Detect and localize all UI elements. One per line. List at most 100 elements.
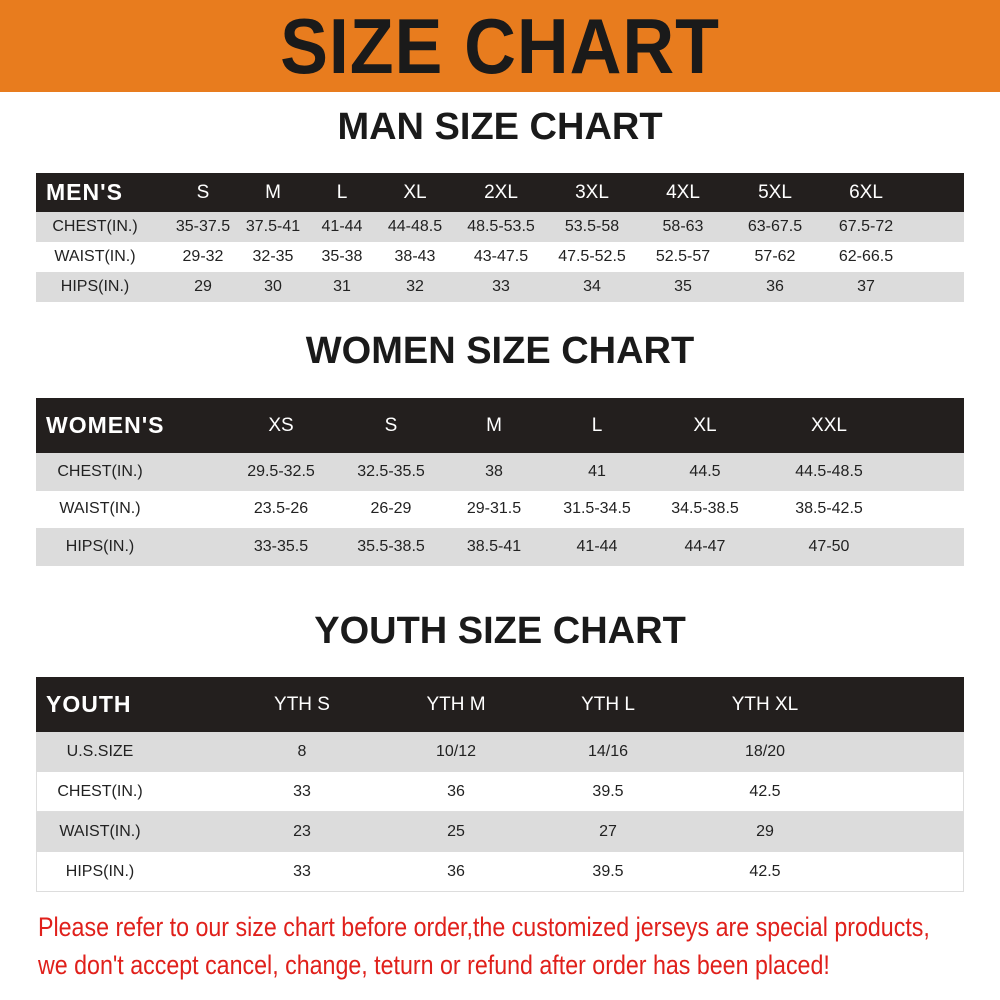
page-title: SIZE CHART — [280, 2, 720, 90]
table-row: HIPS(IN.) 33 36 39.5 42.5 — [36, 852, 964, 892]
table-cell: 38-43 — [394, 248, 436, 265]
size-header: L — [591, 414, 603, 436]
youth-title: YOUTH SIZE CHART — [314, 610, 686, 652]
table-cell: 44-47 — [684, 537, 726, 555]
size-header: XL — [693, 414, 717, 436]
size-header: 3XL — [575, 181, 609, 203]
table-cell: 23.5-26 — [253, 500, 309, 518]
size-header: XL — [403, 181, 427, 203]
size-header: 2XL — [484, 181, 518, 203]
table-cell: 33-35.5 — [253, 537, 309, 555]
table-cell: 44-48.5 — [387, 218, 443, 235]
table-cell: 27 — [599, 823, 617, 840]
table-cell: 35-38 — [321, 248, 363, 265]
table-cell: 33 — [293, 783, 311, 800]
table-cell: 33 — [492, 278, 510, 295]
table-cell: 32 — [406, 278, 424, 295]
table-cell: 48.5-53.5 — [467, 218, 535, 235]
table-cell: 53.5-58 — [564, 218, 620, 235]
table-cell: 37 — [857, 278, 875, 295]
table-cell: 67.5-72 — [838, 218, 894, 235]
row-label: CHEST(IN.) — [57, 783, 143, 800]
header-row: WOMEN'S XS S M L XL XXL — [36, 398, 964, 453]
table-cell: 31 — [333, 278, 351, 295]
table-cell: 29 — [194, 278, 212, 295]
table-cell: 23 — [293, 823, 311, 840]
table-row: HIPS(IN.) 29 30 31 32 33 34 35 36 37 — [36, 272, 964, 302]
row-label: WAIST(IN.) — [59, 823, 141, 840]
table-cell: 29-32 — [182, 248, 224, 265]
table-row: U.S.SIZE 8 10/12 14/16 18/20 — [36, 732, 964, 772]
row-label: WAIST(IN.) — [54, 248, 136, 265]
table-cell: 37.5-41 — [245, 218, 301, 235]
table-cell: 34.5-38.5 — [671, 500, 739, 518]
women-title: WOMEN SIZE CHART — [305, 330, 695, 372]
table-cell: 44.5 — [689, 462, 721, 480]
table-row: WAIST(IN.) 23 25 27 29 — [36, 812, 964, 852]
size-header: YTH XL — [731, 693, 799, 715]
size-header: S — [384, 414, 398, 436]
table-cell: 36 — [766, 278, 784, 295]
table-cell: 29.5-32.5 — [247, 462, 315, 480]
row-label: HIPS(IN.) — [60, 278, 130, 295]
table-cell: 39.5 — [592, 783, 624, 800]
table-cell: 26-29 — [370, 500, 412, 518]
table-cell: 57-62 — [754, 248, 796, 265]
size-header: 5XL — [758, 181, 792, 203]
table-header-label: YOUTH — [46, 691, 132, 717]
table-cell: 63-67.5 — [747, 218, 803, 235]
size-header: XXL — [811, 414, 847, 436]
table-header-label: WOMEN'S — [46, 412, 165, 438]
table-cell: 38.5-42.5 — [795, 500, 863, 518]
row-label: U.S.SIZE — [66, 743, 134, 760]
table-row: CHEST(IN.) 29.5-32.5 32.5-35.5 38 41 44.5 44.5… — [36, 453, 964, 491]
table-cell: 41-44 — [576, 537, 618, 555]
table-cell: 29 — [756, 823, 774, 840]
size-header: M — [486, 414, 502, 436]
size-header: 6XL — [849, 181, 883, 203]
size-header: YTH S — [274, 693, 330, 715]
size-header: M — [265, 181, 281, 203]
table-cell: 10/12 — [435, 743, 477, 760]
table-cell: 42.5 — [749, 863, 781, 880]
table-cell: 47-50 — [808, 537, 850, 555]
size-header: 4XL — [666, 181, 700, 203]
row-label: HIPS(IN.) — [65, 863, 135, 880]
table-cell: 41 — [588, 462, 606, 480]
table-cell: 38.5-41 — [466, 537, 522, 555]
table-cell: 32-35 — [252, 248, 294, 265]
row-label: CHEST(IN.) — [52, 218, 138, 235]
table-cell: 47.5-52.5 — [558, 248, 626, 265]
table-row: HIPS(IN.) 33-35.5 35.5-38.5 38.5-41 41-44 44-… — [36, 528, 964, 566]
title-banner: SIZE CHART — [0, 0, 1000, 92]
table-cell: 25 — [447, 823, 465, 840]
table-cell: 33 — [293, 863, 311, 880]
table-cell: 52.5-57 — [655, 248, 711, 265]
header-row: YOUTH YTH S YTH M YTH L YTH XL — [36, 677, 964, 732]
notice-line-1: Please refer to our size chart before or… — [38, 912, 930, 942]
table-cell: 8 — [297, 743, 307, 760]
table-cell: 14/16 — [587, 743, 629, 760]
size-header: XS — [268, 414, 294, 436]
notice-line-2: we don't accept cancel, change, teturn o… — [38, 950, 830, 980]
table-cell: 31.5-34.5 — [563, 500, 631, 518]
size-header: YTH M — [426, 693, 486, 715]
table-row: WAIST(IN.) 29-32 32-35 35-38 38-43 43-47.5 47.… — [36, 242, 964, 272]
table-cell: 29-31.5 — [466, 500, 522, 518]
table-header-label: MEN'S — [46, 179, 123, 205]
table-cell: 36 — [447, 783, 465, 800]
table-cell: 39.5 — [592, 863, 624, 880]
row-label: HIPS(IN.) — [65, 537, 135, 555]
size-header: YTH L — [581, 693, 635, 715]
table-cell: 36 — [447, 863, 465, 880]
row-label: WAIST(IN.) — [59, 500, 141, 518]
table-cell: 35-37.5 — [175, 218, 231, 235]
header-row: MEN'S S M L XL 2XL 3XL 4XL 5XL 6XL — [36, 173, 964, 212]
row-label: CHEST(IN.) — [57, 462, 143, 480]
men-title: MAN SIZE CHART — [337, 106, 663, 148]
table-cell: 30 — [264, 278, 282, 295]
table-cell: 58-63 — [662, 218, 704, 235]
size-header: L — [336, 181, 348, 203]
table-cell: 35.5-38.5 — [357, 537, 425, 555]
table-cell: 62-66.5 — [838, 248, 894, 265]
